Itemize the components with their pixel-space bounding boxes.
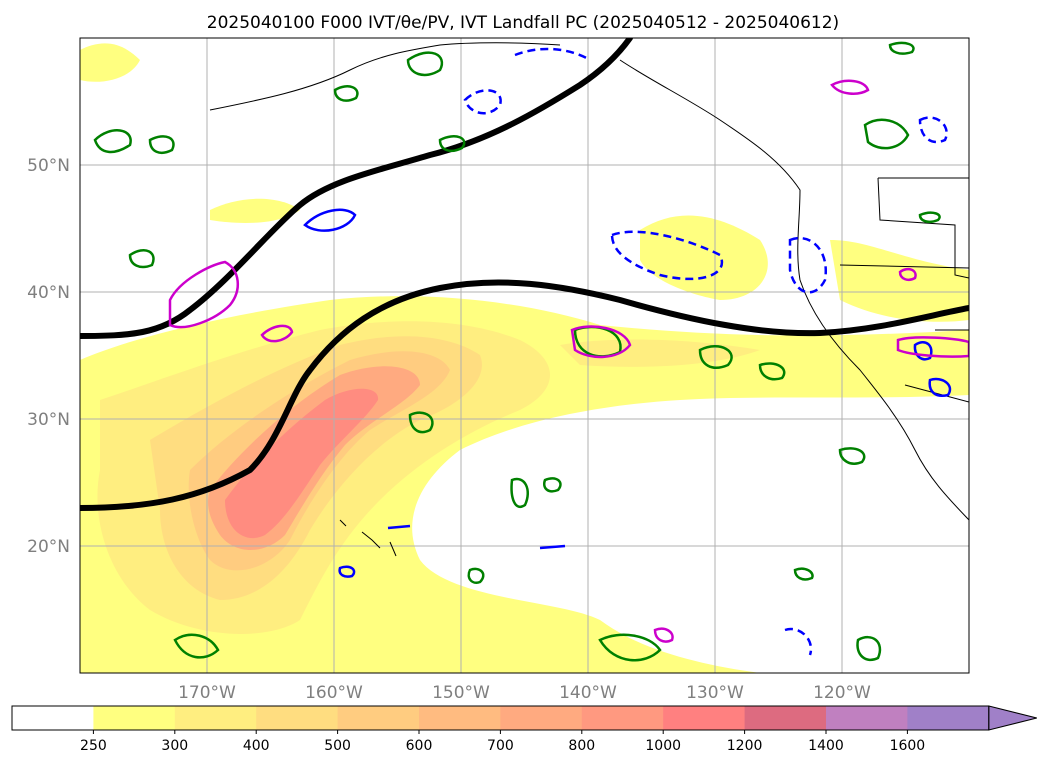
longitude-labels: 170°W 160°W 150°W 140°W 130°W 120°W: [178, 683, 871, 703]
colorbar-segment: [581, 706, 664, 730]
ivt-fill-800: [225, 388, 379, 539]
gridlines: [80, 38, 969, 673]
map-frame: [79, 37, 970, 674]
lon-label: 130°W: [686, 683, 744, 703]
colorbar-tick-label: 1000: [645, 738, 681, 754]
lat-label: 20°N: [27, 537, 70, 557]
colorbar-segment: [907, 706, 990, 730]
lon-label: 120°W: [813, 683, 871, 703]
colorbar-extend-arrow: [988, 705, 1037, 731]
colorbar-segment: [12, 706, 94, 730]
colorbar-segment: [93, 706, 176, 730]
colorbar-segment: [826, 706, 908, 730]
colorbar-segment: [744, 706, 827, 730]
lon-label: 140°W: [559, 683, 617, 703]
lon-label: 160°W: [305, 683, 363, 703]
lon-label: 150°W: [432, 683, 490, 703]
colorbar-tick-label: 250: [80, 738, 107, 754]
figure-title: 2025040100 F000 IVT/θe/PV, IVT Landfall …: [207, 13, 839, 33]
lat-label: 40°N: [27, 283, 70, 303]
colorbar-tick-label: 1400: [808, 738, 844, 754]
lat-label: 50°N: [27, 156, 70, 176]
magenta-contours: [168, 79, 969, 643]
latitude-labels: 50°N 40°N 30°N 20°N: [27, 156, 70, 557]
colorbar-segment: [419, 706, 501, 730]
colorbar-tick-label: 1600: [890, 738, 926, 754]
colorbar-tick-label: 1200: [727, 738, 763, 754]
colorbar-tick-label: 500: [324, 738, 351, 754]
colorbar-tick-label: 600: [406, 738, 433, 754]
theta-e-contours: [80, 38, 969, 511]
colorbar-segment: [500, 706, 583, 730]
colorbar-segment: [256, 706, 339, 730]
colorbar-segment: [174, 706, 257, 730]
lat-label: 30°N: [27, 410, 70, 430]
lon-label: 170°W: [178, 683, 236, 703]
colorbar-segment: [337, 706, 420, 730]
map-panel: [80, 38, 969, 673]
colorbar-tick-label: 300: [161, 738, 188, 754]
colorbar-tick-label: 700: [487, 738, 514, 754]
colorbar: 250 300 400 500 600 700 800 1000 1200 1400 1600: [11, 705, 1037, 754]
colorbar-tick-label: 400: [243, 738, 270, 754]
colorbar-tick-label: 800: [568, 738, 595, 754]
green-contours: [93, 41, 941, 662]
colorbar-segment: [663, 706, 746, 730]
coastlines: [209, 42, 969, 557]
